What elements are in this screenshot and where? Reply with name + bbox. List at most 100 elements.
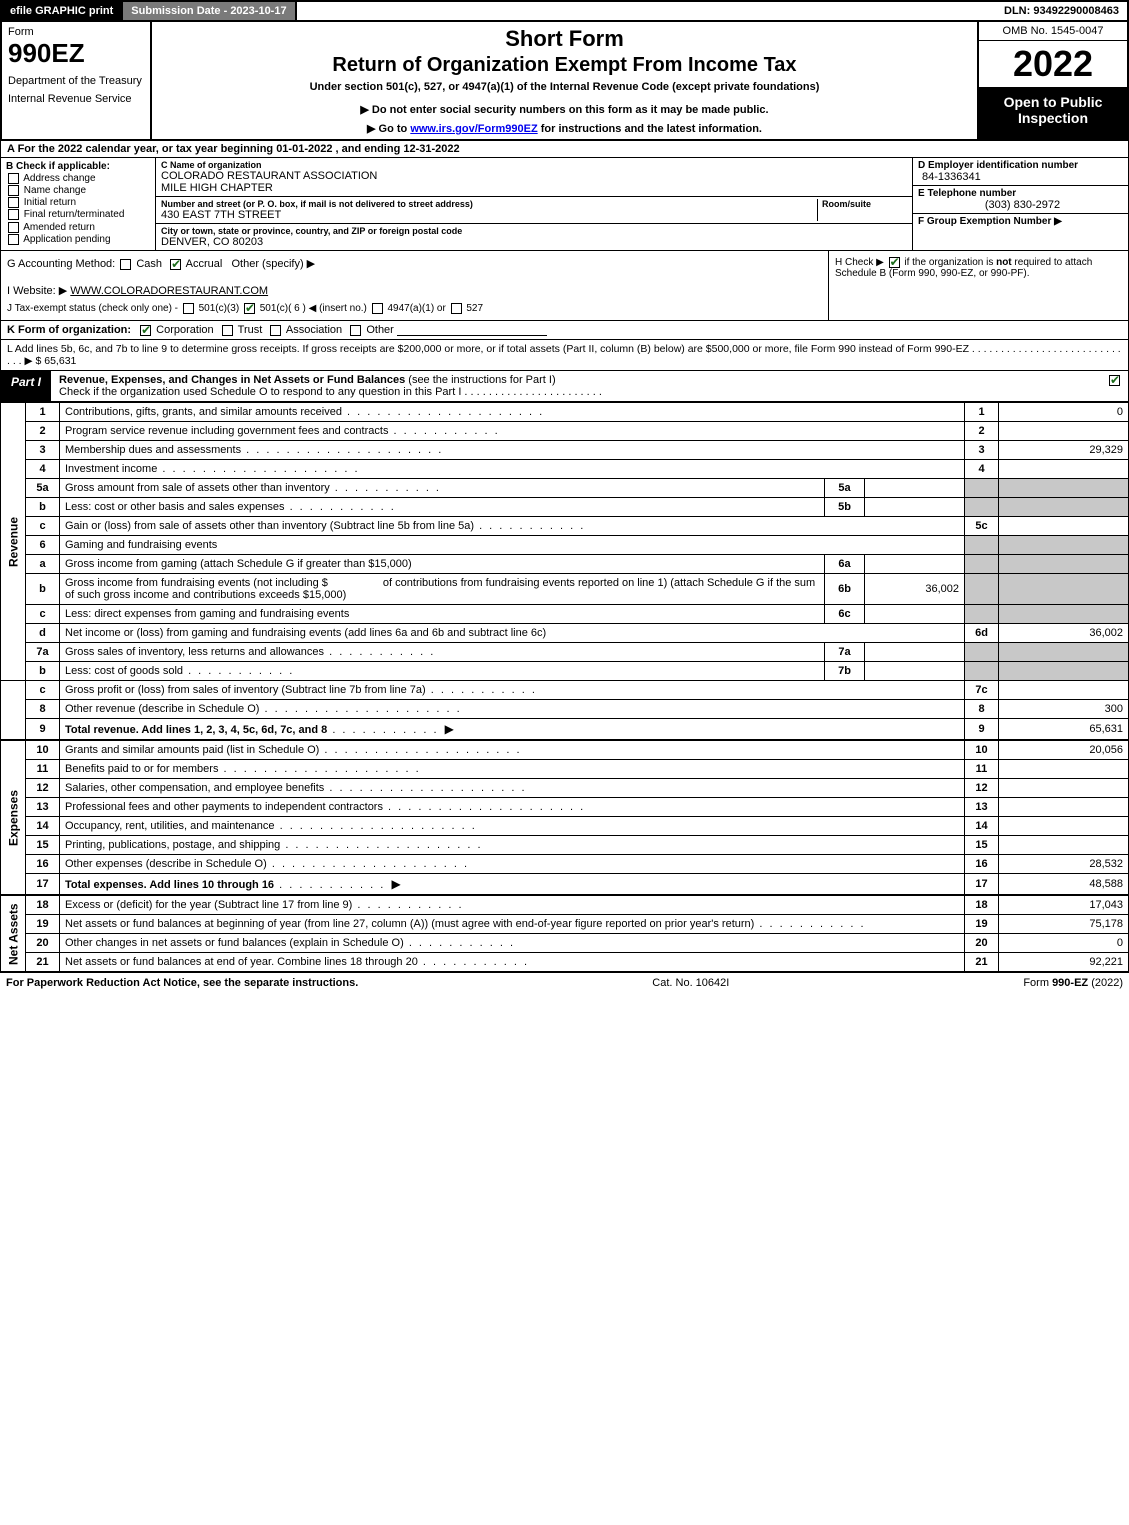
desc-text: Gross amount from sale of assets other t… <box>65 482 441 494</box>
form-subtitle-3: ▶ Go to www.irs.gov/Form990EZ for instru… <box>160 122 969 135</box>
dln-label: DLN: 93492290008463 <box>996 2 1127 20</box>
line-amount: 48,588 <box>999 874 1129 895</box>
line-num: 21 <box>26 953 60 972</box>
line-amount: 75,178 <box>999 915 1129 934</box>
line-H: H Check ▶ if the organization is not req… <box>828 251 1128 320</box>
line-desc: Gaming and fundraising events <box>60 536 965 555</box>
line-num: c <box>26 517 60 536</box>
line-amount <box>999 760 1129 779</box>
line-desc: Gross profit or (loss) from sales of inv… <box>60 681 965 700</box>
line-amount <box>999 460 1129 479</box>
ein-value: 84-1336341 <box>918 171 1123 183</box>
chk-final-return[interactable]: Final return/terminated <box>6 209 150 220</box>
line-ref: 19 <box>965 915 999 934</box>
chk-4947[interactable] <box>372 303 383 314</box>
table-row: b Less: cost of goods sold 7b <box>1 662 1129 681</box>
table-row: 19 Net assets or fund balances at beginn… <box>1 915 1129 934</box>
table-row: 6 Gaming and fundraising events <box>1 536 1129 555</box>
line-ref: 1 <box>965 403 999 422</box>
chk-501c[interactable] <box>244 303 255 314</box>
desc-text: Contributions, gifts, grants, and simila… <box>65 406 544 418</box>
line-num: 17 <box>26 874 60 895</box>
line-ref: 13 <box>965 798 999 817</box>
line-desc: Investment income <box>60 460 965 479</box>
opt-application-pending: Application pending <box>23 234 110 245</box>
h-text1: H Check ▶ <box>835 257 887 268</box>
line-amount: 0 <box>999 934 1129 953</box>
chk-address-change[interactable]: Address change <box>6 173 150 184</box>
chk-part-I-scheduleO[interactable] <box>1109 375 1120 386</box>
line-desc: Contributions, gifts, grants, and simila… <box>60 403 965 422</box>
sub-line-val <box>865 555 965 574</box>
line-num: d <box>26 624 60 643</box>
chk-H[interactable] <box>889 257 900 268</box>
chk-other-org[interactable] <box>350 325 361 336</box>
chk-527[interactable] <box>451 303 462 314</box>
shaded-cell <box>965 498 999 517</box>
form-header: Form 990EZ Department of the Treasury In… <box>0 22 1129 141</box>
footer-right-post: (2022) <box>1088 977 1123 989</box>
sub-line-val <box>865 605 965 624</box>
box-DEF: D Employer identification number 84-1336… <box>913 158 1128 250</box>
chk-501c3[interactable] <box>183 303 194 314</box>
table-row: 15 Printing, publications, postage, and … <box>1 836 1129 855</box>
irs-label: Internal Revenue Service <box>8 93 144 105</box>
table-row: 11 Benefits paid to or for members 11 <box>1 760 1129 779</box>
opt-address-change: Address change <box>23 173 95 184</box>
line-desc: Net assets or fund balances at beginning… <box>60 915 965 934</box>
box-B-header: B Check if applicable: <box>6 161 150 172</box>
line-amount: 20,056 <box>999 741 1129 760</box>
desc-text-1: Gross income from fundraising events (no… <box>65 577 328 589</box>
block-BCDEF: B Check if applicable: Address change Na… <box>0 158 1129 251</box>
chk-accrual[interactable] <box>170 259 181 270</box>
desc-text: Occupancy, rent, utilities, and maintena… <box>65 820 477 832</box>
chk-application-pending[interactable]: Application pending <box>6 234 150 245</box>
line-ref: 12 <box>965 779 999 798</box>
other-org-field[interactable] <box>397 324 547 336</box>
opt-association: Association <box>286 324 342 336</box>
c-city-label: City or town, state or province, country… <box>161 226 907 236</box>
chk-amended-return[interactable]: Amended return <box>6 222 150 233</box>
org-street: 430 EAST 7TH STREET <box>161 209 817 221</box>
line-desc: Gross sales of inventory, less returns a… <box>60 643 825 662</box>
website-value[interactable]: WWW.COLORADORESTAURANT.COM <box>70 285 268 297</box>
desc-text: Excess or (deficit) for the year (Subtra… <box>65 899 352 911</box>
line-amount <box>999 422 1129 441</box>
short-form-title: Short Form <box>160 26 969 52</box>
line-ref: 15 <box>965 836 999 855</box>
sub-line-val <box>865 643 965 662</box>
chk-name-change[interactable]: Name change <box>6 185 150 196</box>
desc-text: Investment income <box>65 463 360 475</box>
part-I-note: (see the instructions for Part I) <box>408 374 555 386</box>
footer-right: Form 990-EZ (2022) <box>1023 977 1123 989</box>
sub-line-num: 7b <box>825 662 865 681</box>
desc-text: Net assets or fund balances at end of ye… <box>65 956 418 968</box>
chk-cash[interactable] <box>120 259 131 270</box>
desc-text: Gross sales of inventory, less returns a… <box>65 646 435 658</box>
line-ref: 9 <box>965 719 999 740</box>
part-I-header: Part I Revenue, Expenses, and Changes in… <box>0 371 1129 402</box>
irs-link[interactable]: www.irs.gov/Form990EZ <box>410 123 537 135</box>
efile-label[interactable]: efile GRAPHIC print <box>2 2 121 20</box>
footer-left: For Paperwork Reduction Act Notice, see … <box>6 977 358 989</box>
chk-corporation[interactable] <box>140 325 151 336</box>
desc-text: Less: cost of goods sold <box>65 665 294 677</box>
shaded-cell <box>999 498 1129 517</box>
line-desc: Total expenses. Add lines 10 through 16 … <box>60 874 965 895</box>
table-row: b Gross income from fundraising events (… <box>1 574 1129 605</box>
chk-association[interactable] <box>270 325 281 336</box>
part-I-checkbox-cell <box>1101 371 1128 401</box>
line-num: 5a <box>26 479 60 498</box>
line-ref: 21 <box>965 953 999 972</box>
line-num: 15 <box>26 836 60 855</box>
line-num: 6 <box>26 536 60 555</box>
desc-text: Membership dues and assessments <box>65 444 443 456</box>
table-row: 13 Professional fees and other payments … <box>1 798 1129 817</box>
desc-text: Total expenses. Add lines 10 through 16 <box>65 879 274 891</box>
chk-trust[interactable] <box>222 325 233 336</box>
line-amount <box>999 779 1129 798</box>
c-room-label: Room/suite <box>822 199 907 209</box>
chk-initial-return[interactable]: Initial return <box>6 197 150 208</box>
line-desc: Less: cost of goods sold <box>60 662 825 681</box>
department-label: Department of the Treasury <box>8 75 144 87</box>
